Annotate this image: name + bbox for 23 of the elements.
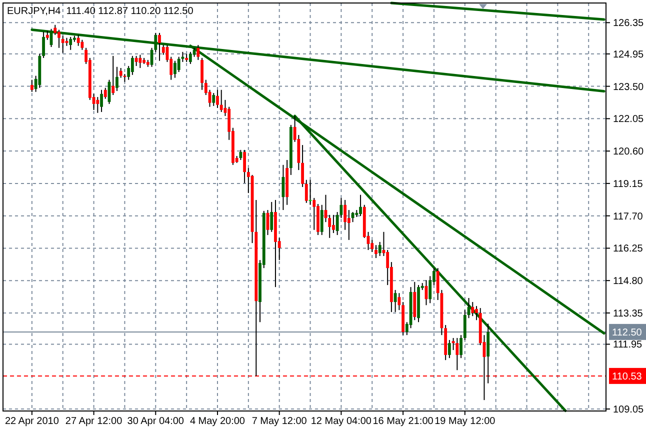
y-tick-label: 109.05 <box>613 404 644 416</box>
y-tick-label: 111.95 <box>613 340 643 351</box>
x-tick-label: 22 Apr 2010 <box>4 416 60 427</box>
y-tick-label: 119.15 <box>613 178 644 190</box>
x-tick-label: 4 May 20:00 <box>190 416 246 427</box>
ref-line-label: 112.50 <box>612 327 642 338</box>
y-tick-label: 124.95 <box>613 49 644 60</box>
y-tick-label: 117.70 <box>613 211 644 222</box>
y-tick-label: 114.80 <box>613 276 644 288</box>
chart-title: EURJPY,H4 111.40 112.87 110.20 112.50 <box>7 6 194 17</box>
y-tick-label: 126.35 <box>613 18 644 30</box>
y-tick-label: 120.60 <box>613 146 644 158</box>
x-tick-label: 19 May 12:00 <box>434 416 496 427</box>
x-tick-label: 30 Apr 04:00 <box>127 416 184 427</box>
x-tick-label: 7 May 12:00 <box>252 416 308 427</box>
y-tick-label: 113.35 <box>613 308 644 320</box>
ref-line-label: 110.53 <box>612 371 642 382</box>
y-tick-label: 116.25 <box>613 244 644 255</box>
y-tick-label: 123.50 <box>613 82 644 93</box>
x-tick-label: 16 May 21:00 <box>372 416 434 427</box>
x-tick-label: 27 Apr 12:00 <box>65 416 123 427</box>
x-tick-label: 12 May 04:00 <box>310 416 372 427</box>
y-tick-label: 122.05 <box>613 114 644 126</box>
